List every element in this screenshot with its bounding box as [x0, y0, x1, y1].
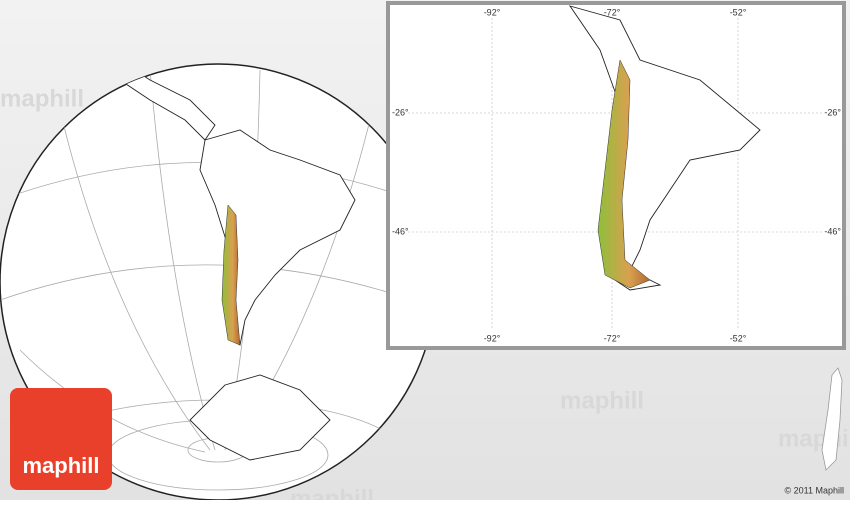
- inset-map: -92° -72° -52° -92° -72° -52° -26° -46° …: [386, 1, 846, 350]
- watermark: maphill: [560, 387, 644, 414]
- longitude-label: -92°: [484, 333, 501, 343]
- watermark: maphill: [0, 85, 84, 112]
- longitude-label: -52°: [730, 7, 747, 17]
- locator-shape: [821, 367, 843, 471]
- latitude-label: -46°: [392, 226, 409, 236]
- copyright: © 2011 Maphill: [785, 485, 845, 495]
- longitude-label: -92°: [484, 7, 501, 17]
- latitude-label: -26°: [392, 107, 409, 117]
- longitude-label: -72°: [604, 333, 621, 343]
- logo-text[interactable]: maphill: [22, 453, 99, 478]
- latitude-label: -26°: [824, 107, 841, 117]
- logo[interactable]: maphill: [10, 388, 112, 490]
- latitude-label: -46°: [824, 226, 841, 236]
- watermark: maphill: [290, 485, 374, 500]
- longitude-label: -52°: [730, 333, 747, 343]
- longitude-label: -72°: [604, 7, 621, 17]
